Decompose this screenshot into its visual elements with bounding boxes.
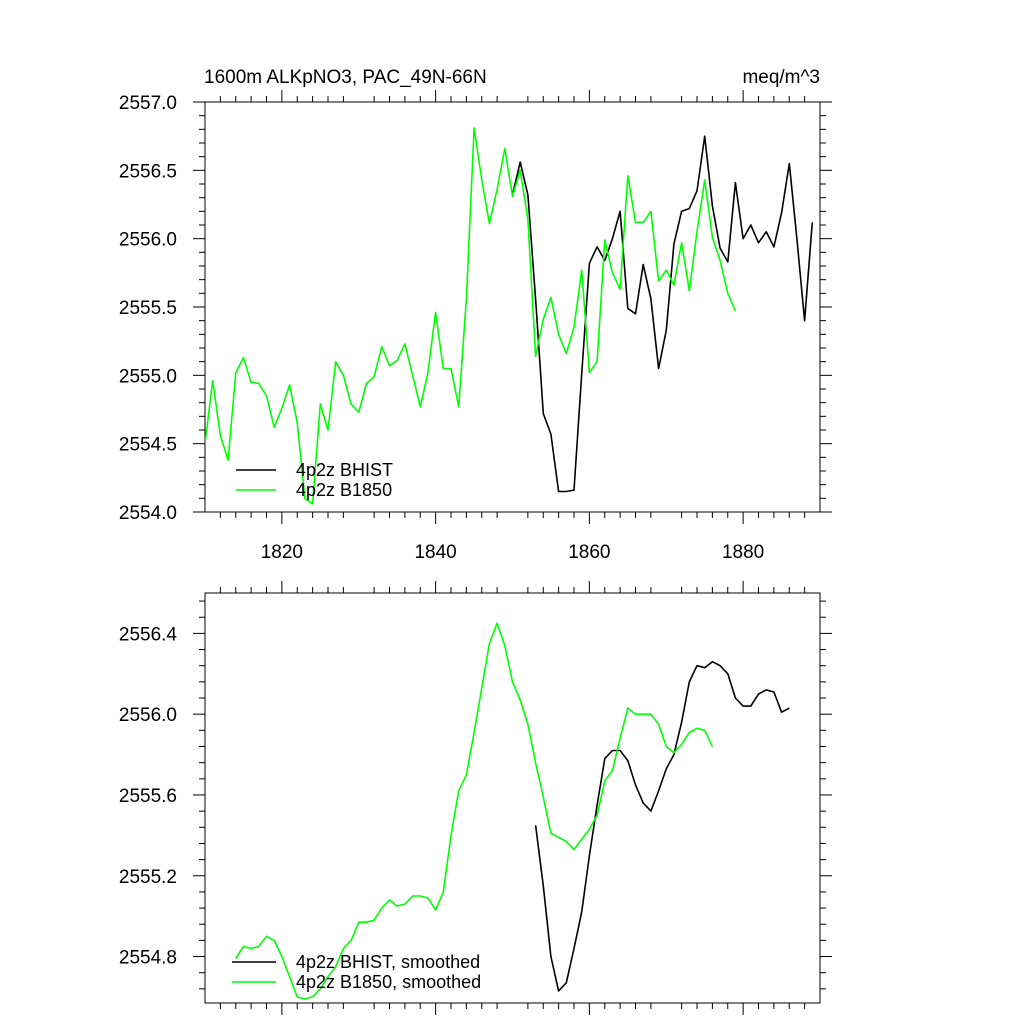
y-tick-label: 2556.4 [119, 624, 178, 645]
y-tick-label: 2555.0 [119, 366, 177, 387]
y-tick-label: 2554.5 [119, 435, 177, 456]
top-panel-title: 1600m ALKpNO3, PAC_49N-66N [204, 67, 487, 88]
x-tick-label: 1860 [568, 542, 610, 563]
y-tick-label: 2556.0 [119, 705, 177, 726]
plot-frame [204, 592, 821, 1004]
plot-frame [204, 101, 821, 513]
y-tick-label: 2555.5 [119, 298, 177, 319]
series-line-b1850 [205, 127, 737, 505]
top-panel: 1600m ALKpNO3, PAC_49N-66N meq/m^3 1820 1… [119, 67, 832, 563]
bottom-panel-series [235, 622, 790, 1000]
legend-label: 4p2z BHIST [296, 460, 393, 480]
y-tick-label: 2555.2 [119, 867, 177, 888]
y-tick-label: 2554.0 [119, 503, 177, 524]
x-tick-label: 1840 [414, 542, 456, 563]
bottom-panel-axes: 2554.8 2555.2 2555.6 2556.0 2556.4 [119, 581, 832, 1015]
legend-label: 4p2z BHIST, smoothed [296, 952, 480, 972]
series-line-b1850 [235, 622, 714, 1000]
top-panel-series [205, 127, 814, 505]
y-tick-label: 2555.6 [119, 786, 177, 807]
legend-label: 4p2z B1850, smoothed [296, 972, 481, 992]
top-panel-axes: 1820 1840 1860 1880 2554.0 2554.5 2555.0 2555.5… [119, 90, 832, 563]
y-tick-label: 2554.8 [119, 948, 177, 969]
y-tick-label: 2556.5 [119, 161, 177, 182]
legend-label: 4p2z B1850 [296, 480, 392, 500]
top-panel-units: meq/m^3 [742, 67, 820, 88]
y-tick-label: 2557.0 [119, 93, 177, 114]
x-tick-label: 1820 [261, 542, 303, 563]
series-line-bhist [511, 135, 814, 493]
series-line-bhist [534, 660, 790, 992]
y-tick-label: 2556.0 [119, 230, 177, 251]
x-tick-label: 1880 [722, 542, 764, 563]
bottom-panel: 2554.8 2555.2 2555.6 2556.0 2556.4 4p2z BHIS… [119, 581, 832, 1015]
